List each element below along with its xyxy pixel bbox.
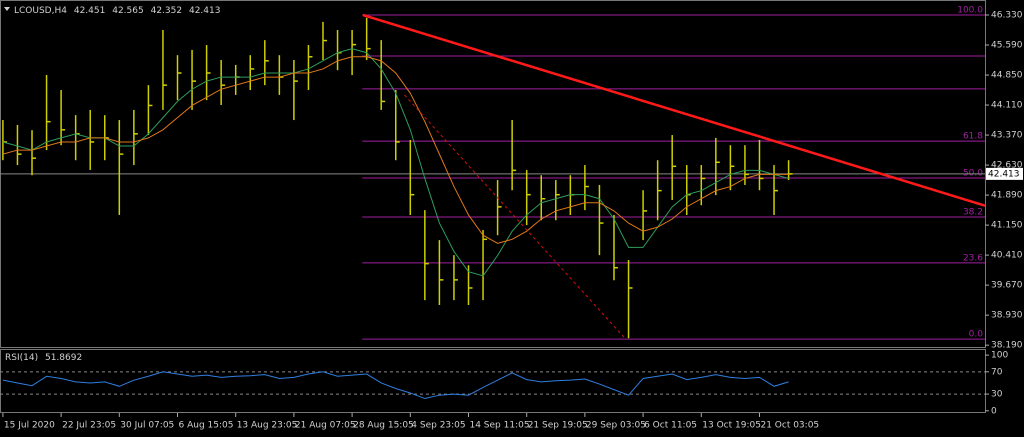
y-tick-label: 44.110: [991, 101, 1023, 111]
x-tick-label: 21 Sep 19:05: [528, 421, 588, 431]
quote-close: 42.413: [189, 6, 221, 16]
x-tick-label: 14 Sep 11:05: [469, 421, 529, 431]
moving-average: [2, 56, 789, 244]
dashed-line: [404, 94, 626, 339]
y-tick-label: 38.930: [991, 311, 1023, 321]
x-tick-label: 6 Aug 15:05: [179, 421, 234, 431]
x-tick-label: 29 Sep 03:05: [586, 421, 646, 431]
y-tick-label: 30: [991, 390, 1003, 400]
rsi-panel-frame: [0, 349, 986, 413]
y-tick-label: 41.890: [991, 191, 1023, 201]
y-tick-label: 39.670: [991, 281, 1023, 291]
y-tick-label: 45.590: [991, 41, 1023, 51]
y-tick-label: 0: [991, 406, 997, 416]
quote-high: 42.565: [112, 6, 144, 16]
fibo-label: 23.6: [963, 253, 983, 263]
menu-triangle[interactable]: [4, 7, 10, 11]
y-tick-label: 100: [991, 351, 1008, 361]
x-tick-label: 28 Aug 15:05: [353, 421, 414, 431]
x-tick-label: 30 Jul 07:05: [120, 421, 174, 431]
x-tick-label: 6 Oct 11:05: [644, 421, 697, 431]
x-tick-label: 22 Jul 23:05: [62, 421, 116, 431]
rsi-title: RSI(14): [5, 353, 38, 363]
rsi-header: RSI(14) 51.8692: [5, 353, 82, 363]
y-tick-label: 44.850: [991, 71, 1023, 81]
x-tick-label: 4 Sep 23:05: [411, 421, 465, 431]
fibo-label: 0.0: [969, 330, 984, 340]
y-tick-label: 43.370: [991, 131, 1023, 141]
x-tick-label: 13 Aug 23:05: [237, 421, 298, 431]
fibo-label: 61.8: [963, 132, 983, 142]
y-tick-label: 46.330: [991, 11, 1023, 21]
current-price-box: [986, 167, 1023, 180]
y-tick-label: 41.150: [991, 221, 1023, 231]
x-tick-label: 13 Oct 19:05: [702, 421, 761, 431]
x-tick-label: 21 Aug 07:05: [295, 421, 356, 431]
fibo-label: 38.2: [963, 207, 983, 217]
chart-header: LCOUSD,H4 42.451 42.565 42.352 42.413: [14, 6, 220, 16]
symbol: LCOUSD,H4: [14, 6, 67, 16]
fibo-label: 100.0: [957, 6, 983, 16]
rsi-line: [2, 371, 789, 400]
quote-low: 42.352: [151, 6, 183, 16]
y-tick-label: 70: [991, 367, 1003, 377]
x-tick-label: 21 Oct 03:05: [760, 421, 819, 431]
current-price-label: 42.413: [988, 169, 1020, 179]
trend-line: [362, 13, 986, 207]
rsi-value: 51.8692: [45, 353, 82, 363]
y-tick-label: 40.410: [991, 251, 1023, 261]
y-tick-label: 38.190: [991, 341, 1023, 351]
quote-open: 42.451: [74, 6, 106, 16]
x-tick-label: 15 Jul 2020: [4, 421, 55, 431]
y-tick-label: 42.630: [991, 161, 1023, 171]
